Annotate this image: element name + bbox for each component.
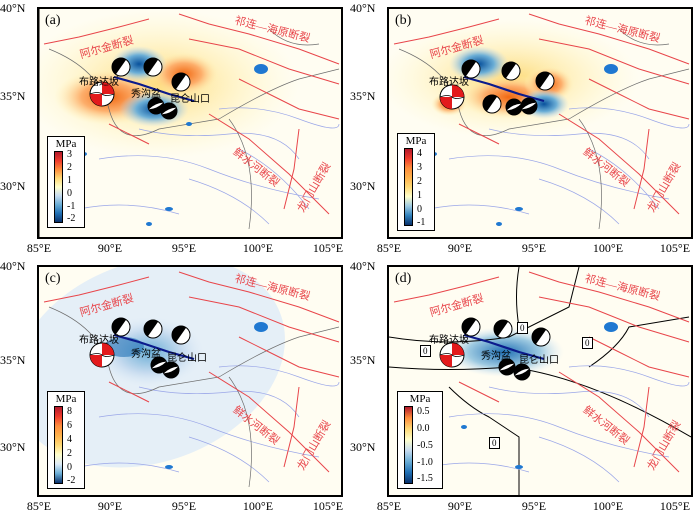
lon-tick: 90°E [97,499,123,513]
colorbar-tick: 0 [67,462,72,473]
lat-tick: 35°N [0,353,26,367]
lon-tick: 85°E [26,499,52,513]
colorbar-tick: 8 [67,406,72,417]
colorbar-gradient [404,148,413,226]
colorbar-tick: 2 [67,448,72,459]
map-a: (a) 阿尔金断裂 祁连—海原断裂 鲜水河断裂 龙门山断裂 布路达坂 秀沟盆 昆… [37,7,343,239]
colorbar-tick: -2 [67,475,76,486]
colorbar-a: MPa 3 2 1 0 -1 -2 [47,136,85,228]
colorbar-tick: 0.5 [417,406,430,417]
colorbar-tick: 3 [67,149,72,160]
colorbar-tick: 6 [67,420,72,431]
colorbar-tick: 2 [417,176,422,187]
colorbar-c: MPa 8 6 4 2 0 -2 [47,391,85,489]
lat-tick: 30°N [0,179,26,193]
map-d: (d) 阿尔金断裂 祁连—海原断裂 鲜水河断裂 龙门山断裂 布路达坂 秀沟盆 昆… [387,265,693,497]
colorbar-tick: -1 [67,201,76,212]
panel-label: (a) [45,13,61,28]
colorbar-tick: 0 [417,204,422,215]
colorbar-tick: 3 [417,162,422,173]
place-label-buluosidaban: 布路达坂 [79,335,119,346]
panel-label: (b) [395,13,412,28]
place-label-buluosidaban: 布路达坂 [429,77,469,88]
colorbar-tick: 4 [67,434,72,445]
lon-tick: 85°E [26,241,52,255]
contour-label: 0 [489,437,500,449]
map-c: (c) 阿尔金断裂 祁连—海原断裂 鲜水河断裂 龙门山断裂 布路达坂 秀沟盆 昆… [37,265,343,497]
colorbar-gradient [404,406,413,484]
colorbar-gradient [54,151,63,223]
lat-tick: 40°N [350,259,376,273]
colorbar-tick: -1.0 [417,457,433,468]
place-label-xiugou: 秀沟盆 [481,351,511,362]
panel-d: (d) 阿尔金断裂 祁连—海原断裂 鲜水河断裂 龙门山断裂 布路达坂 秀沟盆 昆… [350,258,700,515]
lon-tick: 95°E [171,241,197,255]
colorbar-tick: -0.5 [417,440,433,451]
place-label-xiugou: 秀沟盆 [131,349,161,360]
lon-tick: 105°E [659,241,691,255]
lon-tick: 105°E [659,499,691,513]
lon-tick: 95°E [521,499,547,513]
colorbar-tick: 1 [417,190,422,201]
lon-tick: 90°E [447,241,473,255]
panel-label: (c) [45,271,61,286]
contour-label: 0 [420,345,431,357]
place-label-kunlun-pass: 昆仑山口 [170,94,210,105]
colorbar-tick: 4 [417,148,422,159]
colorbar-tick: -1.5 [417,473,433,484]
colorbar-tick: 2 [67,162,72,173]
lon-tick: 105°E [312,499,344,513]
lat-tick: 35°N [0,89,26,103]
contour-label: 0 [582,337,593,349]
lon-tick: 85°E [376,241,402,255]
panel-c: (c) 阿尔金断裂 祁连—海原断裂 鲜水河断裂 龙门山断裂 布路达坂 秀沟盆 昆… [0,258,350,515]
colorbar-tick: 0 [67,188,72,199]
lon-tick: 90°E [97,241,123,255]
lon-tick: 105°E [312,241,344,255]
colorbar-unit: MPa [405,135,427,147]
lon-tick: 90°E [447,499,473,513]
lon-tick: 100°E [592,499,624,513]
map-b: (b) 阿尔金断裂 祁连—海原断裂 鲜水河断裂 龙门山断裂 布路达坂 MPa 4… [387,7,693,239]
lon-tick: 100°E [242,499,274,513]
lat-tick: 30°N [350,179,376,193]
colorbar-tick: 1 [67,175,72,186]
colorbar-unit: MPa [55,138,77,150]
lon-tick: 85°E [376,499,402,513]
panel-a: (a) 阿尔金断裂 祁连—海原断裂 鲜水河断裂 龙门山断裂 布路达坂 秀沟盆 昆… [0,0,350,257]
lat-tick: 40°N [0,259,26,273]
colorbar-unit: MPa [55,393,77,405]
lat-tick: 40°N [0,1,26,15]
colorbar-d: MPa 0.5 0.0 -0.5 -1.0 -1.5 [397,391,443,489]
colorbar-gradient [54,406,63,484]
lat-tick: 35°N [350,353,376,367]
lon-tick: 95°E [521,241,547,255]
lat-tick: 30°N [350,440,376,454]
place-label-kunlun-pass: 昆仑山口 [167,353,207,364]
place-label-xiugou: 秀沟盆 [131,89,161,100]
panel-label: (d) [395,271,412,286]
lon-tick: 95°E [171,499,197,513]
lat-tick: 40°N [350,1,376,15]
lon-tick: 100°E [592,241,624,255]
place-label-buluosidaban: 布路达坂 [429,335,469,346]
lat-tick: 30°N [0,440,26,454]
colorbar-tick: 0.0 [417,423,430,434]
colorbar-tick: -1 [417,217,426,228]
colorbar-tick: -2 [67,213,76,224]
lon-tick: 100°E [242,241,274,255]
colorbar-unit: MPa [409,393,431,405]
panel-b: (b) 阿尔金断裂 祁连—海原断裂 鲜水河断裂 龙门山断裂 布路达坂 MPa 4… [350,0,700,257]
place-label-kunlun-pass: 昆仑山口 [519,355,559,366]
place-label-buluosidaban: 布路达坂 [79,77,119,88]
contour-label: 0 [517,322,528,334]
colorbar-b: MPa 4 3 2 1 0 -1 [397,133,435,231]
lat-tick: 35°N [350,89,376,103]
